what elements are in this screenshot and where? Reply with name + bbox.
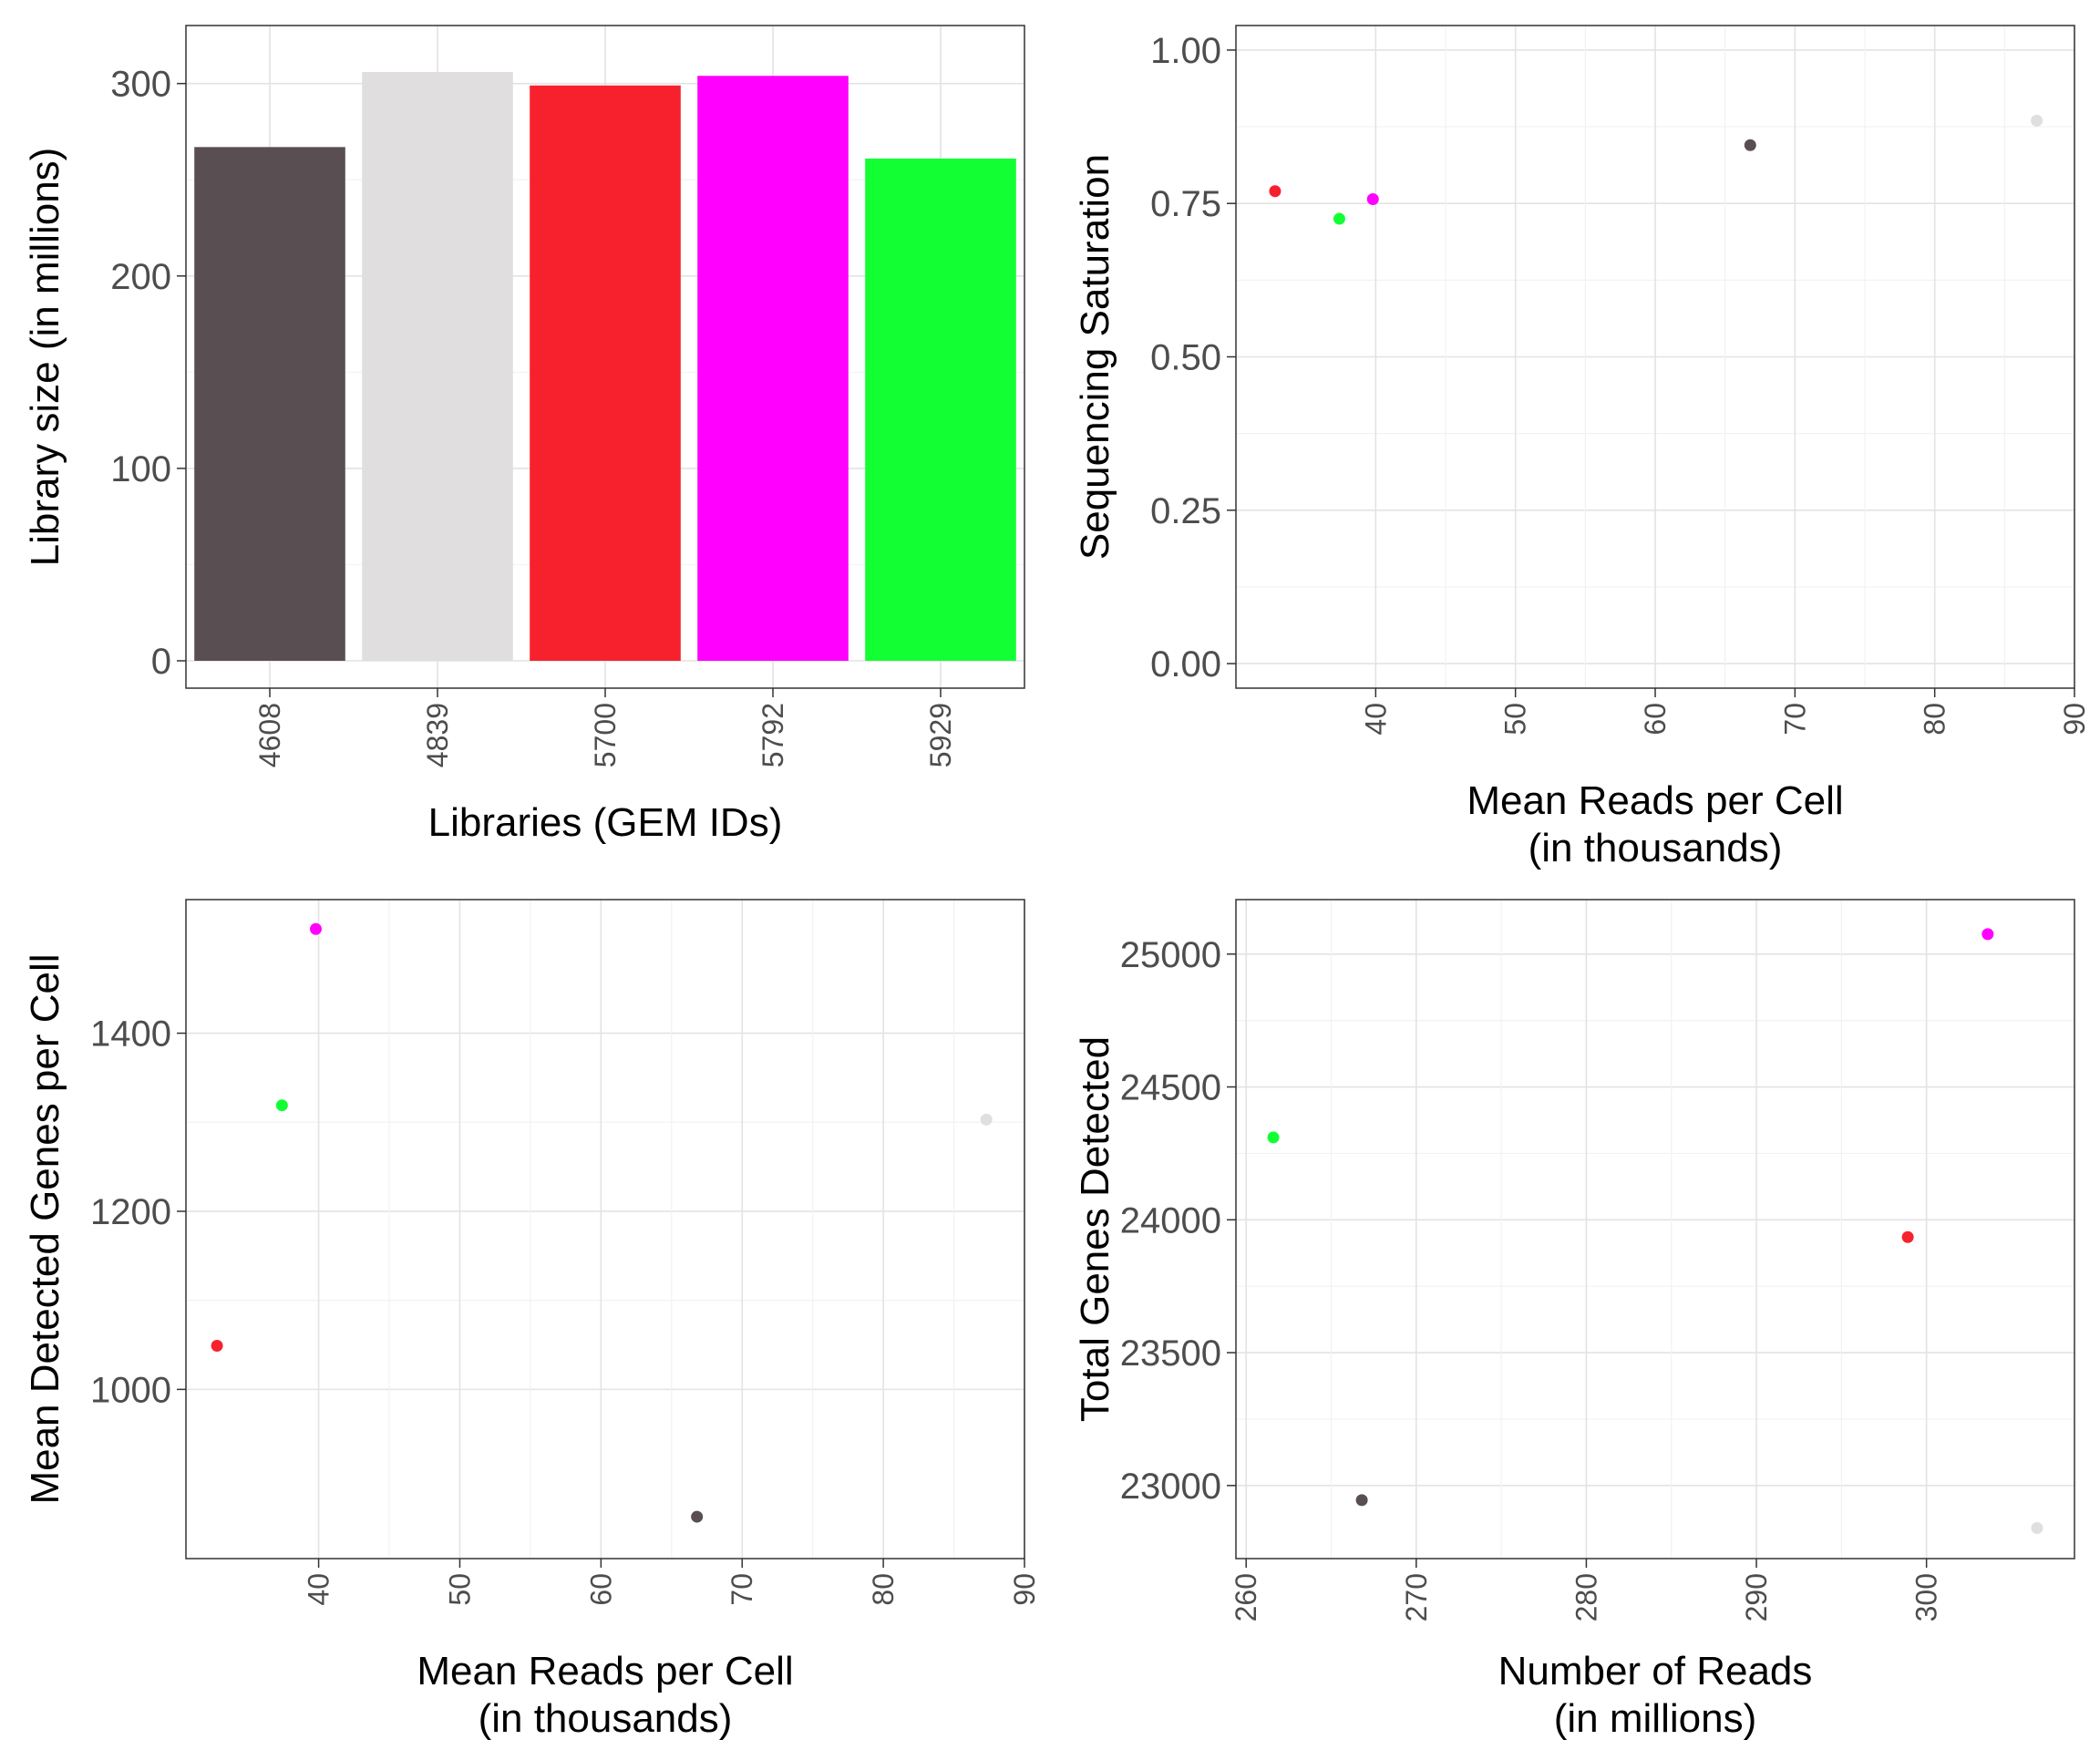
x-axis-title-3: Number of Reads [1498,1649,1813,1693]
y-tick-label: 0.75 [1150,184,1221,224]
y-tick-label: 200 [110,257,171,297]
x-tick-label-4608: 4608 [253,703,286,767]
x-tick-label-4839: 4839 [421,703,454,767]
panel-total-genes-detected: 23000 23500 24000 24500 25000 260 270 280 290 300… [1073,899,2075,1741]
y-tick-label: 0.50 [1150,338,1221,378]
y-tick-label: 1400 [90,1014,171,1055]
plot-area-3 [1236,900,2074,1559]
panel-sequencing-saturation: 0.00 0.25 0.50 0.75 1.00 40 50 60 70 80 90 Sequenci… [1073,25,2091,870]
y-tick-label: 100 [110,449,171,489]
bar-5700 [530,85,681,662]
y-tick-label: 300 [110,65,171,105]
bar-5929 [865,159,1016,661]
x-tick-label: 40 [1359,703,1392,736]
y-tick-label: 0 [151,642,171,682]
x-tick-label: 70 [1778,703,1811,736]
bar-5792 [697,76,849,661]
x-tick-label: 80 [867,1573,900,1606]
x-tick-label: 50 [1499,703,1532,736]
x-tick-label: 70 [726,1573,758,1606]
plot-border-2 [185,899,1025,1560]
y-tick-label: 1.00 [1150,31,1221,71]
y-tick-label: 23500 [1120,1333,1221,1374]
x-tick-label: 60 [584,1573,617,1606]
x-axis-title-2: (in thousands) [479,1696,733,1741]
x-tick-label-5929: 5929 [924,703,957,767]
x-axis-title-1: Mean Reads per Cell [1467,778,1843,823]
y-tick-label: 0.00 [1150,644,1221,685]
x-tick-label-5792: 5792 [757,703,789,767]
x-tick-label: 60 [1639,703,1672,736]
y-axis-title-1: Sequencing Saturation [1073,154,1117,560]
x-axis-title-2: Mean Reads per Cell [417,1649,793,1693]
x-tick-label: 90 [1008,1573,1041,1606]
y-tick-label: 1000 [90,1370,171,1410]
bar-4839 [362,72,513,661]
x-tick-label: 40 [303,1573,335,1606]
x-tick-label: 80 [1919,703,1951,736]
point-5929 [1267,1131,1280,1144]
point-4608 [1744,139,1756,151]
panel-library-size: 0 100 200 300 4608 4839 5700 5792 5929 Library si… [23,25,1025,845]
point-4839 [980,1113,993,1126]
point-5700 [211,1339,223,1352]
y-tick-label: 24500 [1120,1068,1221,1108]
plot-border-3 [1235,899,2075,1560]
y-axis-title-2: Mean Detected Genes per Cell [23,953,67,1504]
point-5700 [1901,1230,1914,1243]
point-4839 [2031,1521,2043,1534]
point-5700 [1269,185,1282,198]
point-5929 [1333,212,1345,225]
point-4608 [1355,1494,1368,1507]
x-tick-label: 50 [443,1573,476,1606]
x-tick-label: 260 [1230,1573,1262,1621]
plot-area-2 [186,900,1024,1559]
y-tick-label: 24000 [1120,1200,1221,1240]
y-tick-label: 0.25 [1150,491,1221,531]
x-tick-label: 90 [2058,703,2091,736]
y-axis-title-3: Total Genes Detected [1073,1036,1117,1422]
point-4608 [691,1510,704,1523]
x-tick-label: 290 [1740,1573,1773,1621]
x-axis-title-1: (in thousands) [1529,826,1783,870]
point-5929 [275,1099,288,1112]
point-5792 [1982,928,1994,941]
point-4839 [2031,114,2043,127]
x-axis-title-3: (in millions) [1554,1696,1756,1741]
y-tick-label: 25000 [1120,935,1221,975]
x-tick-label: 270 [1400,1573,1433,1621]
x-tick-label-5700: 5700 [589,703,622,767]
point-5792 [309,922,322,935]
x-tick-label: 280 [1570,1573,1602,1621]
x-tick-label: 300 [1910,1573,1943,1621]
panel-mean-detected-genes: 1000 1200 1400 40 50 60 70 80 90 Mean Detected Ge… [23,899,1041,1741]
y-tick-label: 23000 [1120,1467,1221,1507]
x-axis-title-0: Libraries (GEM IDs) [428,800,783,845]
y-tick-label: 1200 [90,1192,171,1232]
point-5792 [1366,193,1379,206]
bar-4608 [194,147,345,662]
y-axis-title-0: Library size (in millions) [23,148,67,567]
